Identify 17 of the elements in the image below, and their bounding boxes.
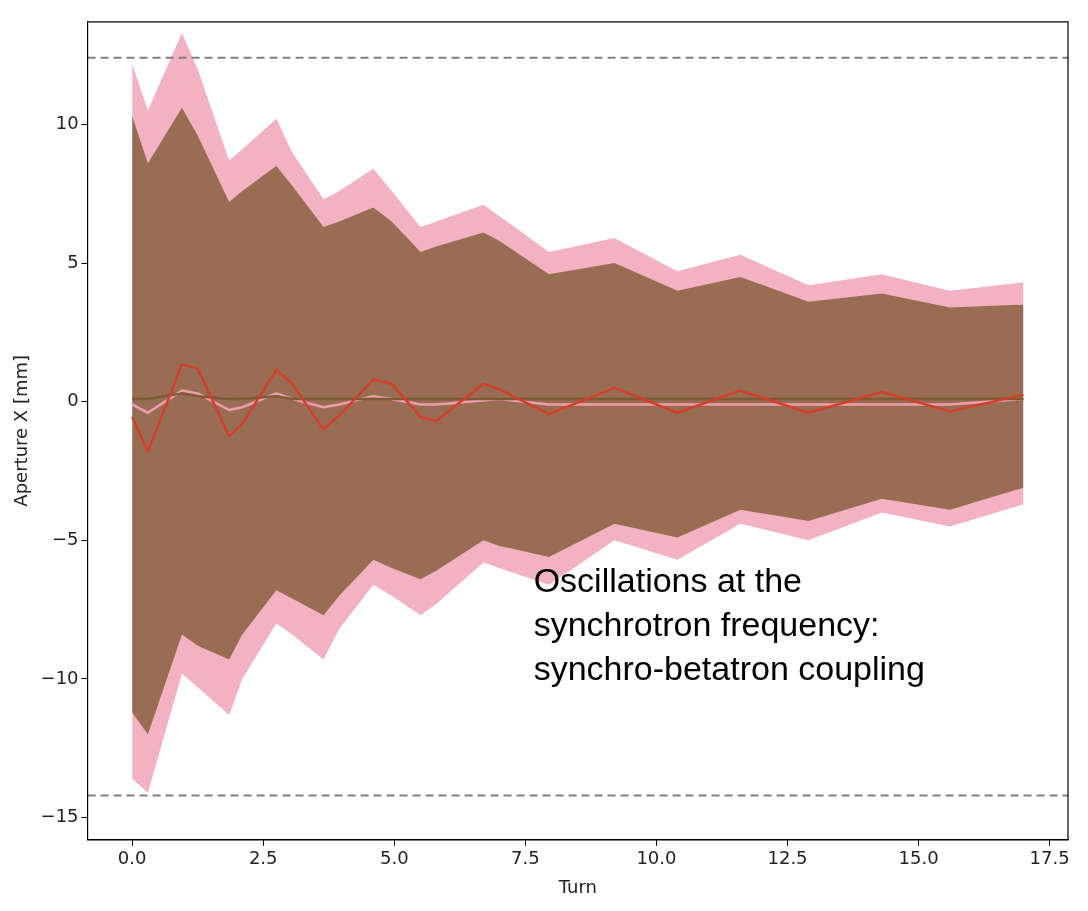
x-tick-label: 10.0 — [636, 847, 677, 869]
x-axis-title: Turn — [557, 875, 597, 897]
y-tick-label: −10 — [40, 666, 79, 688]
x-tick-label: 12.5 — [767, 847, 808, 869]
x-tick-label: 2.5 — [248, 847, 278, 869]
x-tick-label: 15.0 — [898, 847, 939, 869]
y-tick-label: 0 — [67, 389, 79, 411]
x-tick-label: 7.5 — [511, 847, 540, 869]
y-tick-label: 5 — [67, 250, 79, 272]
x-tick-label: 17.5 — [1029, 847, 1070, 869]
annotation: Oscillations at the synchrotron frequency: synchro-betatron coupling — [533, 561, 925, 688]
y-tick-label: −15 — [40, 805, 79, 827]
y-tick-label: −5 — [52, 528, 79, 549]
x-tick-label: 0.0 — [117, 847, 147, 869]
x-tick-label: 5.0 — [379, 847, 409, 869]
y-tick-label: 10 — [55, 112, 79, 134]
y-axis-title: Aperture X [mm] — [10, 354, 32, 507]
